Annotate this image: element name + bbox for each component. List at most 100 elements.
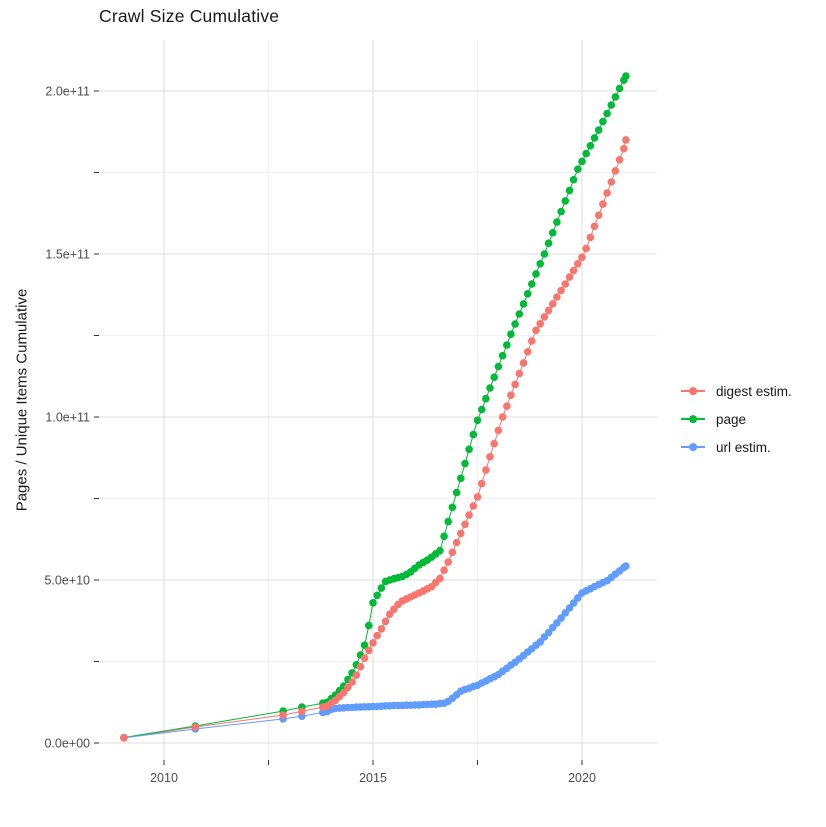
data-point <box>365 621 373 630</box>
data-point <box>582 244 590 253</box>
data-point <box>594 126 603 134</box>
data-point <box>544 306 553 315</box>
data-point <box>465 511 473 519</box>
data-point <box>532 270 540 278</box>
data-point <box>494 362 503 371</box>
data-point <box>298 707 306 716</box>
data-point <box>569 175 578 184</box>
y-tick-label: 0.0e+00 <box>44 737 90 751</box>
legend-key <box>681 413 705 425</box>
data-point <box>473 416 482 425</box>
data-point <box>339 688 348 697</box>
data-point <box>448 503 457 512</box>
y-tick-label: 5.0e+10 <box>44 574 90 588</box>
data-point <box>565 273 574 281</box>
data-point <box>557 614 565 622</box>
data-point <box>482 394 490 403</box>
data-point <box>503 341 511 349</box>
legend-label-digest: digest estim. <box>716 383 792 399</box>
data-point <box>344 683 352 692</box>
data-point <box>569 599 578 607</box>
data-point <box>553 293 561 301</box>
legend-key-dot-icon <box>689 387 697 395</box>
data-point <box>599 117 607 126</box>
data-point <box>590 222 599 231</box>
data-point <box>540 313 549 321</box>
data-point <box>457 529 465 538</box>
data-point <box>622 136 630 144</box>
data-point <box>494 426 503 435</box>
data-point <box>523 348 532 356</box>
data-point <box>452 488 461 497</box>
data-point <box>507 330 515 339</box>
data-point <box>348 678 356 686</box>
data-point <box>511 320 519 328</box>
data-point <box>536 320 544 328</box>
data-point <box>607 178 616 186</box>
legend-label-url: url estim. <box>716 439 771 455</box>
x-tick-label: 2015 <box>359 771 387 785</box>
data-point <box>582 149 590 158</box>
data-point <box>369 639 377 647</box>
data-point <box>578 157 586 166</box>
data-point <box>373 631 382 640</box>
data-point <box>486 384 494 392</box>
data-point <box>436 546 444 555</box>
y-tick-label: 1.0e+11 <box>45 411 90 425</box>
legend-item-url: url estim. <box>681 433 792 461</box>
data-point <box>611 93 620 101</box>
data-point <box>603 109 611 118</box>
chart-title: Crawl Size Cumulative <box>99 6 280 26</box>
data-point <box>590 134 599 142</box>
data-point <box>490 373 499 382</box>
data-point <box>548 300 557 308</box>
series-points-digest-estim- <box>120 136 630 742</box>
data-point <box>586 233 595 242</box>
data-point <box>569 266 578 275</box>
series-line-digest-estim- <box>123 139 627 739</box>
data-point <box>511 380 519 389</box>
data-point <box>469 430 478 439</box>
data-point <box>622 72 630 80</box>
data-point <box>191 723 200 731</box>
data-point <box>586 142 595 150</box>
data-point <box>498 351 507 360</box>
data-point <box>507 391 515 400</box>
data-point <box>377 625 386 633</box>
data-point <box>444 558 453 566</box>
data-point <box>448 548 457 557</box>
data-point <box>461 459 469 468</box>
x-tick-label: 2010 <box>150 771 178 785</box>
series-points-url-estim- <box>120 562 630 742</box>
legend-item-digest: digest estim. <box>681 377 792 405</box>
data-point <box>599 200 607 208</box>
data-point <box>477 479 486 488</box>
data-point <box>457 474 465 483</box>
data-point <box>486 453 494 461</box>
data-point <box>381 617 390 626</box>
data-point <box>561 280 570 288</box>
data-point <box>528 337 536 345</box>
data-point <box>553 218 561 226</box>
data-point <box>607 101 616 109</box>
data-point <box>477 405 486 414</box>
data-point <box>377 584 386 592</box>
data-point <box>352 671 361 679</box>
data-point <box>360 641 369 649</box>
y-axis-title: Pages / Unique Items Cumulative <box>13 288 31 512</box>
legend-label-page: page <box>716 411 747 427</box>
data-point <box>544 239 553 247</box>
data-point <box>561 197 570 205</box>
series-points-page <box>120 72 630 742</box>
data-point <box>574 260 582 268</box>
data-point <box>523 290 532 298</box>
data-point <box>444 517 453 526</box>
data-point <box>578 253 586 262</box>
data-point <box>482 466 490 474</box>
x-tick-label: 2020 <box>568 771 596 785</box>
data-point <box>540 250 549 258</box>
data-point <box>594 211 603 219</box>
data-point <box>557 207 565 216</box>
